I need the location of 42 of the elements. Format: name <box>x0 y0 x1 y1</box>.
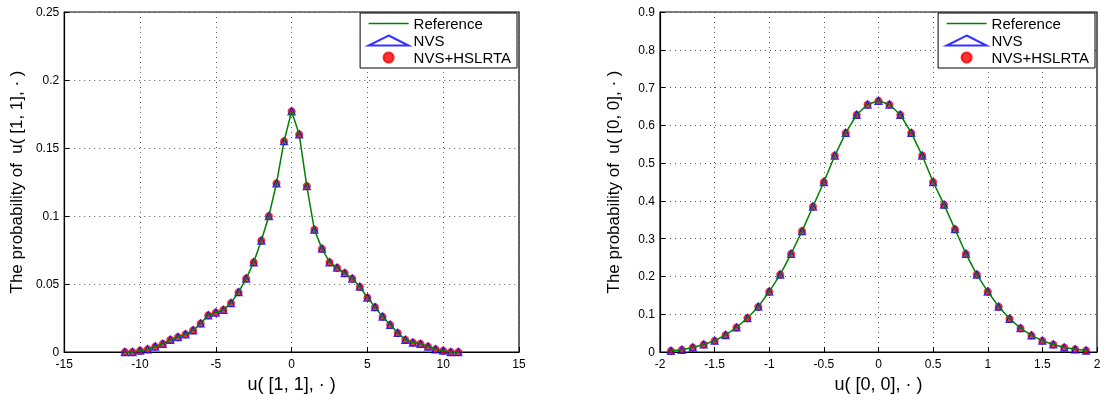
x-tick-label: 1 <box>984 357 992 371</box>
legend-label: NVS+HSLRTA <box>413 49 512 66</box>
y-tick-label: 0 <box>52 345 60 359</box>
x-tick-label: -10 <box>131 357 150 371</box>
y-tick-label: 0.9 <box>638 5 656 19</box>
y-tick-label: 0.8 <box>638 42 656 57</box>
y-tick-label: 0.6 <box>638 118 656 133</box>
y-tick-label: 0.25 <box>35 5 60 19</box>
x-tick-label: 2 <box>1093 357 1101 371</box>
y-tick-label: 0.15 <box>35 141 60 155</box>
x-tick-label: 15 <box>512 357 526 371</box>
x-axis-title: u( [1, 1], · ) <box>247 373 336 394</box>
y-tick-label: 0.2 <box>638 269 656 284</box>
x-tick-label: 10 <box>436 357 451 371</box>
x-axis-title: u( [0, 0], · ) <box>834 373 923 394</box>
legend-label: Reference <box>413 15 483 32</box>
x-tick-label: -15 <box>55 357 74 371</box>
y-axis-title: The probability of u( [0, 0], · ) <box>604 70 623 294</box>
x-tick-label: -2 <box>654 357 666 371</box>
legend-label: NVS <box>991 32 1023 49</box>
y-axis-title: The probability of u( [1, 1], · ) <box>7 70 26 294</box>
x-tick-label: 0 <box>875 357 883 371</box>
y-tick-label: 0.5 <box>638 156 656 171</box>
y-tick-label: 0.1 <box>638 307 656 322</box>
x-tick-label: -1.5 <box>704 357 726 371</box>
legend-label: NVS+HSLRTA <box>991 49 1090 66</box>
x-tick-label: 0 <box>288 357 296 371</box>
y-tick-label: 0.4 <box>638 193 656 208</box>
y-tick-label: 0.05 <box>35 277 60 291</box>
x-tick-label: 0.5 <box>924 357 942 371</box>
x-tick-label: -5 <box>210 357 222 371</box>
legend-label: NVS <box>413 32 445 49</box>
x-tick-label: 5 <box>364 357 372 371</box>
x-tick-label: 1.5 <box>1034 357 1052 371</box>
legend-label: Reference <box>991 15 1061 32</box>
x-tick-label: -1 <box>763 357 775 371</box>
y-tick-label: 0.2 <box>42 73 60 87</box>
y-tick-label: 0.7 <box>638 80 656 95</box>
y-tick-label: 0.3 <box>638 231 656 246</box>
y-tick-label: 0.1 <box>42 209 60 223</box>
x-tick-label: -0.5 <box>813 357 835 371</box>
y-tick-label: 0 <box>648 345 656 359</box>
